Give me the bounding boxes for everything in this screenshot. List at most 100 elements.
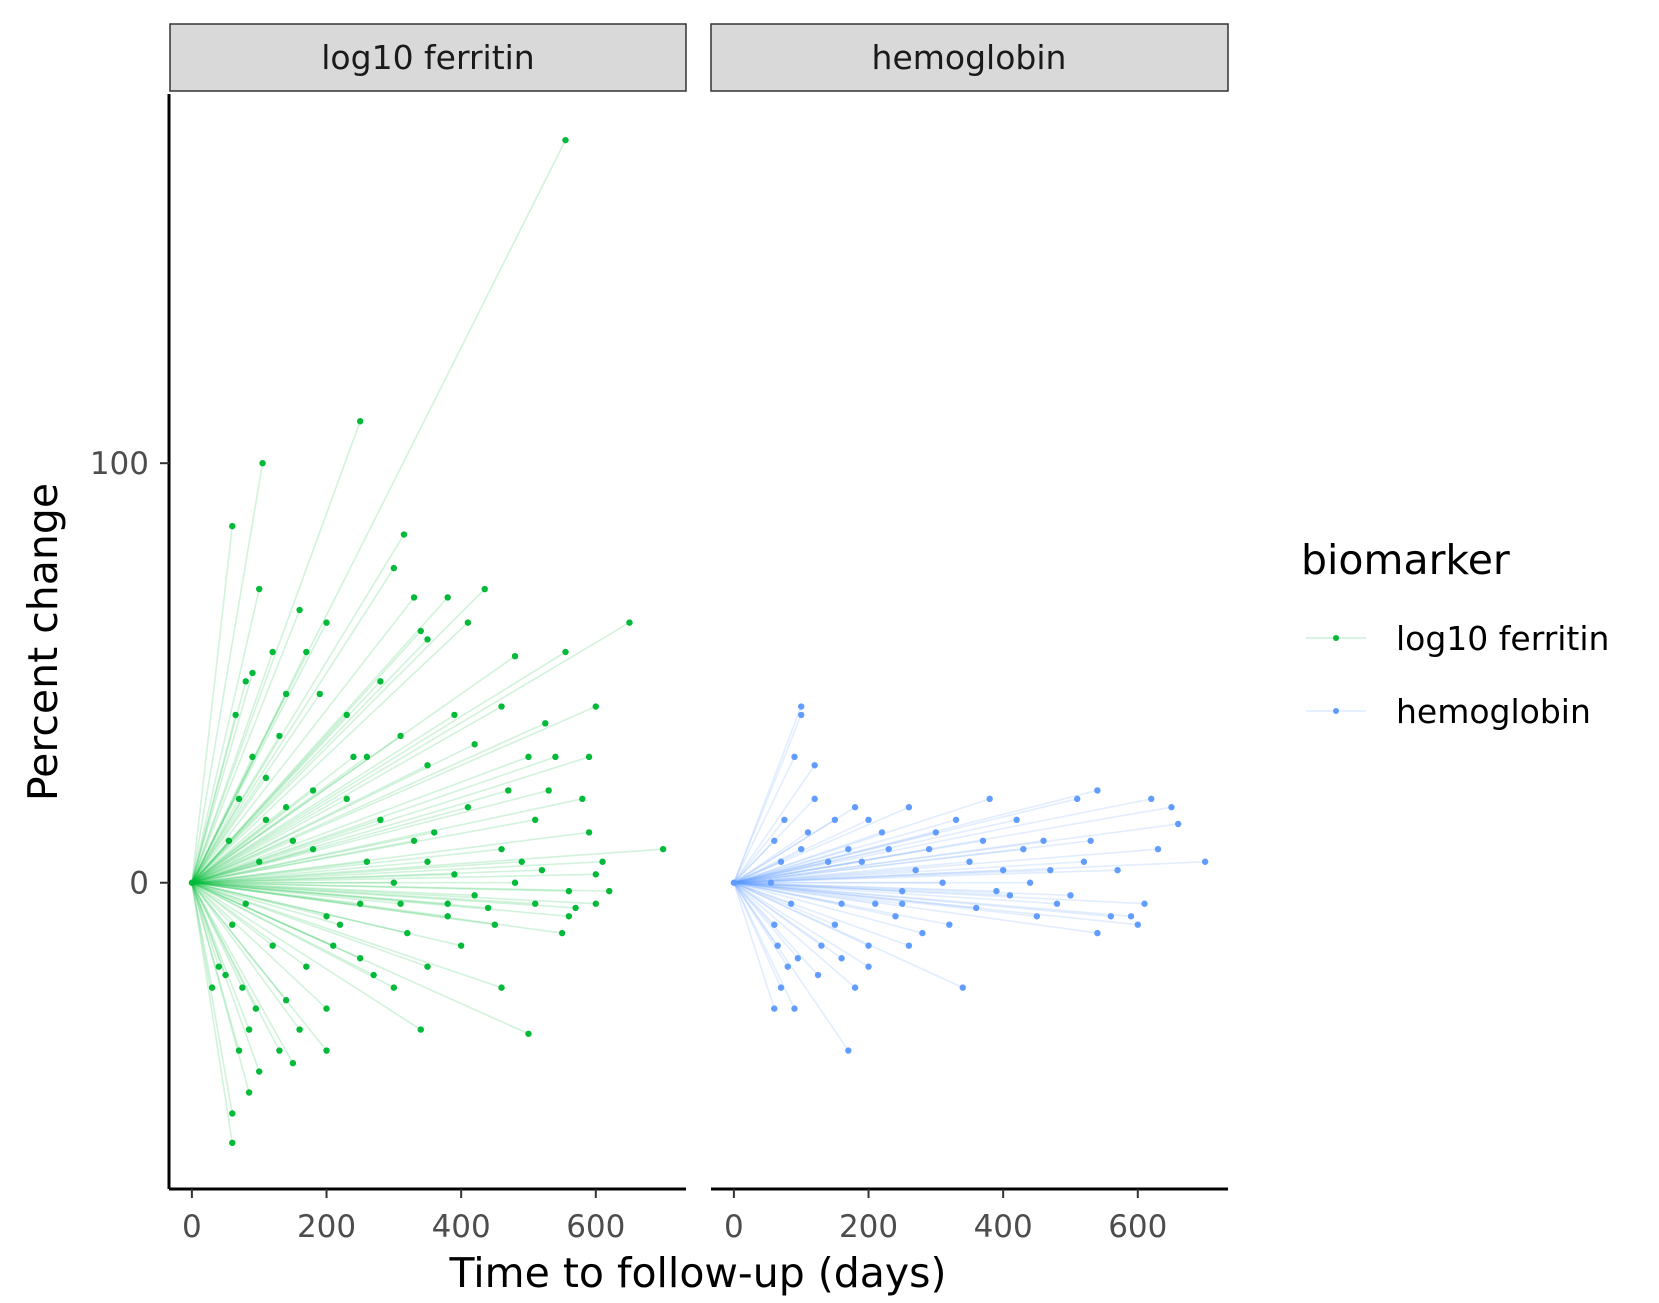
series-0-point-22 <box>323 619 330 626</box>
series-1-point-15 <box>1201 858 1209 865</box>
series-0-point-111 <box>404 929 411 937</box>
series-0-segment-55 <box>191 882 294 1064</box>
series-1-segment-51 <box>733 869 1051 884</box>
series-0-segment-70 <box>191 882 233 926</box>
legend-key-point-hemoglobin <box>1333 708 1339 714</box>
series-0-segment-100 <box>191 735 281 884</box>
series-0-segment-15 <box>191 655 516 884</box>
series-1-segment-16 <box>733 881 1138 926</box>
series-1-segment-24 <box>733 881 923 934</box>
series-0-point-25 <box>249 669 256 677</box>
series-0-point-56 <box>323 1047 330 1054</box>
series-1-segment-40 <box>733 831 809 884</box>
series-0-segment-50 <box>191 882 281 1051</box>
series-0-point-72 <box>215 963 223 970</box>
series-1-point-49 <box>993 887 1000 895</box>
series-1-segment-64 <box>733 848 930 884</box>
series-0-point-14 <box>562 648 569 656</box>
series-0-segment-60 <box>191 881 563 934</box>
series-0-segment-88 <box>191 881 361 905</box>
series-0-segment-54 <box>191 882 234 1143</box>
series-0-segment-9 <box>191 588 486 884</box>
series-0-segment-89 <box>191 848 314 884</box>
series-1-segment-60 <box>733 881 1037 918</box>
series-1-segment-57 <box>733 848 1159 884</box>
legend: biomarker log10 ferritin hemoglobin <box>1301 536 1609 731</box>
series-0-point-46 <box>390 984 398 991</box>
series-1-point-59 <box>1094 929 1101 937</box>
series-0-point-60 <box>558 929 566 937</box>
series-1-segment-27 <box>733 882 856 989</box>
series-0-point-114 <box>518 858 525 865</box>
series-1-point-70 <box>798 845 805 853</box>
series-0-segment-107 <box>191 882 250 1030</box>
series-0-point-107 <box>245 1026 253 1033</box>
series-1-segment-2 <box>733 756 796 884</box>
series-0-segment-39 <box>191 848 664 884</box>
series-0-point-16 <box>592 703 599 710</box>
series-1-point-4 <box>845 845 852 853</box>
series-0-point-58 <box>525 1030 532 1037</box>
series-0-segment-82 <box>191 819 536 884</box>
series-1-point-9 <box>1013 816 1020 824</box>
series-0-segment-111 <box>191 881 408 934</box>
series-1-segment-15 <box>733 860 1206 884</box>
series-0-segment-24 <box>191 651 274 883</box>
series-0-segment-69 <box>191 798 240 884</box>
series-0-point-94 <box>390 879 398 886</box>
series-0-segment-25 <box>191 672 254 883</box>
series-0-segment-61 <box>191 881 448 905</box>
series-1-point-52 <box>1067 892 1074 899</box>
series-1-segment-38 <box>733 840 775 884</box>
series-1-segment-14 <box>733 823 1179 884</box>
series-1-point-1 <box>798 703 805 710</box>
series-0-point-21 <box>377 678 384 685</box>
series-0-segment-109 <box>191 882 334 947</box>
series-1-segment-45 <box>733 848 889 884</box>
series-0-point-80 <box>464 804 472 811</box>
series-0-point-65 <box>309 787 317 794</box>
series-1-segment-35 <box>733 882 789 968</box>
series-1-point-19 <box>1053 900 1061 907</box>
panel-hemoglobin <box>730 703 1209 1054</box>
series-1-segment-65 <box>733 881 903 892</box>
series-0-point-40 <box>592 900 599 907</box>
series-1-segment-41 <box>733 860 829 884</box>
series-0-segment-49 <box>191 882 301 1031</box>
series-1-point-7 <box>932 829 940 836</box>
series-1-point-53 <box>1087 837 1094 844</box>
series-0-point-85 <box>471 892 478 899</box>
series-0-segment-53 <box>191 882 234 1114</box>
series-0-point-48 <box>323 1005 330 1012</box>
series-0-point-106 <box>235 1047 243 1054</box>
series-0-segment-115 <box>191 789 549 884</box>
series-0-point-8 <box>626 619 633 626</box>
series-1-point-58 <box>1168 804 1175 811</box>
series-0-point-47 <box>356 955 364 962</box>
series-0-segment-8 <box>191 621 630 884</box>
series-1-point-61 <box>1006 892 1014 899</box>
series-0-point-30 <box>363 753 371 761</box>
series-1-segment-9 <box>733 819 1017 884</box>
series-0-point-49 <box>296 1026 303 1033</box>
series-1-origin-point <box>730 879 738 886</box>
series-0-point-93 <box>323 913 330 920</box>
series-0-segment-26 <box>191 693 287 884</box>
series-1-segment-25 <box>733 881 896 918</box>
series-1-point-18 <box>1080 858 1088 865</box>
series-1-point-75 <box>794 955 802 962</box>
legend-label-hemoglobin: hemoglobin <box>1396 692 1591 731</box>
series-1-segment-12 <box>733 789 1098 884</box>
series-1-point-26 <box>865 942 872 949</box>
series-0-point-9 <box>481 585 488 593</box>
series-0-point-35 <box>579 795 586 803</box>
series-0-segment-57 <box>191 882 422 1031</box>
series-0-point-115 <box>545 787 552 794</box>
x-tick-label-panel0-2: 400 <box>432 1209 491 1245</box>
series-1-segment-58 <box>733 806 1172 884</box>
series-0-point-116 <box>572 904 579 912</box>
series-1-segment-28 <box>733 882 849 1052</box>
series-1-point-17 <box>1107 913 1115 920</box>
series-0-segment-65 <box>191 789 314 884</box>
series-0-segment-73 <box>191 882 213 988</box>
